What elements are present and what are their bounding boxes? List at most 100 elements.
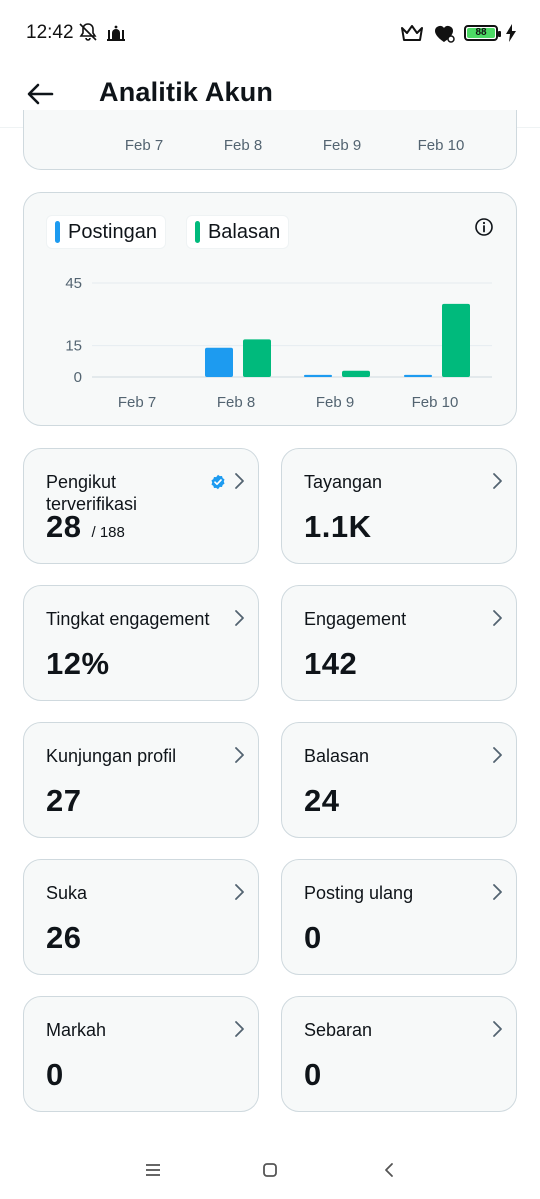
- bar-postingan[interactable]: [404, 374, 432, 377]
- chevron-right-icon: [493, 473, 502, 489]
- legend-item-postingan[interactable]: Postingan: [46, 215, 166, 249]
- x-axis-label: Feb 8: [223, 137, 263, 154]
- bell-off-icon: [79, 23, 97, 41]
- x-tick-label: Feb 10: [412, 394, 459, 411]
- legend-swatch-balasan: [194, 221, 200, 243]
- recent-apps-button[interactable]: [139, 1156, 167, 1184]
- stat-value-row: 28 / 188: [46, 509, 125, 545]
- y-tick-label: 15: [65, 338, 82, 355]
- chevron-right-icon: [493, 884, 502, 900]
- chevron-right-icon: [493, 747, 502, 763]
- stat-value: 0: [304, 920, 322, 955]
- y-tick-label: 0: [74, 369, 82, 386]
- stat-label: Engagement: [304, 609, 407, 629]
- stat-value: 0: [46, 1057, 64, 1092]
- home-button[interactable]: [256, 1156, 284, 1184]
- bar-balasan[interactable]: [442, 303, 470, 377]
- stat-card-engagement-rate[interactable]: Tingkat engagement 12%: [23, 585, 259, 701]
- verified-badge-icon: [211, 474, 225, 490]
- stat-value: 12%: [46, 646, 110, 681]
- stat-label: Suka: [46, 883, 88, 903]
- stat-card-shares[interactable]: Sebaran 0: [281, 996, 517, 1112]
- x-tick-label: Feb 9: [316, 394, 354, 411]
- stat-value: 0: [304, 1057, 322, 1092]
- stat-label: Kunjungan profil: [46, 746, 177, 766]
- y-tick-label: 45: [65, 275, 82, 292]
- legend-item-balasan[interactable]: Balasan: [185, 215, 290, 249]
- x-axis-label: Feb 7: [124, 137, 164, 154]
- stat-value: 28: [46, 509, 82, 544]
- stat-value-row: 12%: [46, 646, 110, 682]
- chevron-right-icon: [235, 1021, 244, 1037]
- x-tick-label: Feb 7: [118, 394, 156, 411]
- stat-card-reposts[interactable]: Posting ulang 0: [281, 859, 517, 975]
- stat-value-row: 0: [304, 1057, 322, 1093]
- status-left-icons: [78, 22, 126, 42]
- home-square-icon: [263, 1163, 277, 1177]
- chevron-right-icon: [235, 473, 244, 489]
- stat-label: Pengikut terverifikasi: [46, 472, 138, 514]
- stat-label: Sebaran: [304, 1020, 373, 1040]
- back-chevron-icon: [385, 1163, 393, 1177]
- status-time: 12:42: [26, 22, 74, 43]
- chevron-right-icon: [235, 610, 244, 626]
- stat-card-verified-followers[interactable]: Pengikut terverifikasi 28 / 188: [23, 448, 259, 564]
- bar-postingan[interactable]: [304, 374, 332, 377]
- stat-card-bookmarks[interactable]: Markah 0: [23, 996, 259, 1112]
- menu-icon: [146, 1164, 160, 1176]
- bar-postingan[interactable]: [205, 347, 233, 377]
- stat-label: Tingkat engagement: [46, 609, 210, 629]
- stat-card-profile-visits[interactable]: Kunjungan profil 27: [23, 722, 259, 838]
- battery-level: 88: [467, 28, 495, 38]
- stat-card-replies[interactable]: Balasan 24: [281, 722, 517, 838]
- chevron-right-icon: [493, 610, 502, 626]
- stat-value-row: 0: [46, 1057, 64, 1093]
- stat-value-row: 1.1K: [304, 509, 371, 545]
- page-title: Analitik Akun: [99, 77, 274, 107]
- bar-chart: 0 15 45 Feb 7 Feb 8 Feb 9 Feb 10: [65, 275, 492, 411]
- chart-legend: Postingan Balasan: [46, 215, 290, 249]
- bar-balasan[interactable]: [243, 339, 271, 377]
- legend-label: Balasan: [207, 220, 281, 243]
- x-tick-label: Feb 8: [217, 394, 255, 411]
- status-right-icons: 88: [400, 22, 516, 44]
- crown-icon: [401, 25, 423, 41]
- legend-swatch-postingan: [55, 221, 60, 243]
- chevron-right-icon: [235, 747, 244, 763]
- back-button[interactable]: [22, 76, 58, 112]
- battery-icon: 88: [464, 25, 501, 41]
- stat-value: 26: [46, 920, 82, 955]
- x-axis-label: Feb 9: [322, 137, 362, 154]
- arrow-left-icon: [27, 83, 54, 105]
- stat-total: / 188: [91, 524, 125, 541]
- heart-shield-icon: [435, 25, 455, 43]
- mosque-icon: [107, 25, 125, 41]
- legend-label: Postingan: [68, 220, 157, 243]
- stat-label: Posting ulang: [304, 883, 414, 903]
- stat-value: 142: [304, 646, 358, 681]
- stat-value: 24: [304, 783, 340, 818]
- stat-card-impressions[interactable]: Tayangan 1.1K: [281, 448, 517, 564]
- stat-card-engagements[interactable]: Engagement 142: [281, 585, 517, 701]
- previous-chart-card: Feb 7 Feb 8 Feb 9 Feb 10: [23, 110, 517, 170]
- charging-icon: [506, 24, 516, 42]
- x-axis-label: Feb 10: [417, 137, 465, 154]
- system-back-button[interactable]: [375, 1156, 403, 1184]
- stat-value-row: 27: [46, 783, 81, 819]
- chevron-right-icon: [493, 1021, 502, 1037]
- stat-card-likes[interactable]: Suka 26: [23, 859, 259, 975]
- stat-label: Markah: [46, 1020, 107, 1040]
- stat-value-row: 26: [46, 920, 81, 956]
- stat-value: 27: [46, 783, 82, 818]
- chevron-right-icon: [235, 884, 244, 900]
- system-nav-bar: [0, 1140, 540, 1199]
- stat-value-row: 24: [304, 783, 339, 819]
- stat-label: Tayangan: [304, 472, 383, 492]
- stat-label: Balasan: [304, 746, 370, 766]
- stat-value: 1.1K: [304, 509, 372, 544]
- bar-balasan[interactable]: [342, 370, 370, 377]
- stat-value-row: 0: [304, 920, 322, 956]
- stat-value-row: 142: [304, 646, 357, 682]
- status-bar: 12:42 88: [0, 0, 540, 64]
- info-icon[interactable]: [474, 217, 494, 237]
